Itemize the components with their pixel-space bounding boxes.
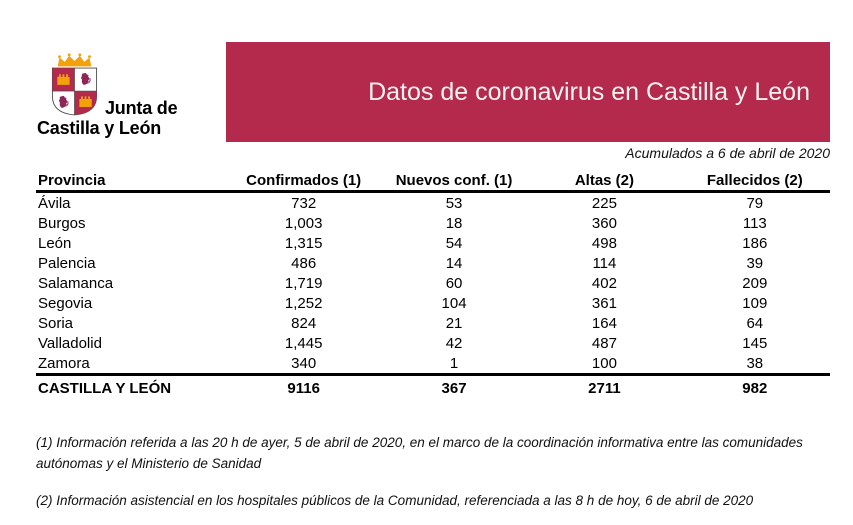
total-row: CASTILLA Y LEÓN 9116 367 2711 982 bbox=[36, 373, 830, 400]
cell-nuevos: 54 bbox=[445, 234, 463, 252]
cell-fallecidos: 209 bbox=[742, 274, 768, 292]
cell-fallecidos: 186 bbox=[742, 234, 768, 252]
cell-provincia: Segovia bbox=[38, 294, 93, 312]
col-header-confirmados: Confirmados (1) bbox=[228, 170, 379, 193]
cell-altas: 100 bbox=[591, 354, 617, 372]
province-data-table: Provincia Confirmados (1) Nuevos conf. (… bbox=[36, 170, 830, 400]
footnote-2: (2) Información asistencial en los hospi… bbox=[36, 493, 754, 508]
crown-shape bbox=[57, 55, 92, 67]
cell-nuevos: 42 bbox=[445, 334, 463, 352]
cell-total-altas: 2711 bbox=[529, 373, 680, 400]
logo-text-line2: Castilla y León bbox=[37, 118, 162, 138]
cell-provincia: Zamora bbox=[38, 354, 90, 372]
cell-confirmados: 732 bbox=[291, 194, 317, 212]
cell-nuevos: 18 bbox=[445, 214, 463, 232]
cell-total-confirmados: 9116 bbox=[228, 373, 379, 400]
cell-fallecidos: 79 bbox=[746, 194, 764, 212]
table-row: Ávila 732 53 225 79 bbox=[36, 192, 830, 214]
table-body: Ávila 732 53 225 79 Burgos 1,003 18 360 … bbox=[36, 192, 830, 375]
table-header-row: Provincia Confirmados (1) Nuevos conf. (… bbox=[36, 170, 830, 193]
table-row: Segovia 1,252 104 361 109 bbox=[36, 293, 830, 313]
cell-nuevos: 1 bbox=[449, 354, 459, 372]
table-row: León 1,315 54 498 186 bbox=[36, 233, 830, 253]
cell-confirmados: 1,445 bbox=[284, 334, 323, 352]
junta-logo: Junta de Castilla y León bbox=[36, 50, 216, 140]
cell-altas: 487 bbox=[591, 334, 617, 352]
table-row: Zamora 340 1 100 38 bbox=[36, 353, 830, 375]
table-row: Burgos 1,003 18 360 113 bbox=[36, 213, 830, 233]
table-row: Soria 824 21 164 64 bbox=[36, 313, 830, 333]
table-row: Palencia 486 14 114 39 bbox=[36, 253, 830, 273]
cell-provincia: Burgos bbox=[38, 214, 86, 232]
cell-nuevos: 104 bbox=[441, 294, 467, 312]
cell-total-provincia: CASTILLA Y LEÓN bbox=[36, 373, 229, 400]
cell-nuevos: 14 bbox=[445, 254, 463, 272]
cell-fallecidos: 39 bbox=[746, 254, 764, 272]
col-header-provincia: Provincia bbox=[36, 170, 229, 193]
cell-confirmados: 1,003 bbox=[284, 214, 323, 232]
cell-provincia: Salamanca bbox=[38, 274, 114, 292]
footnote-1: (1) Información referida a las 20 h de a… bbox=[36, 435, 803, 471]
cell-fallecidos: 38 bbox=[746, 354, 764, 372]
cell-confirmados: 1,252 bbox=[284, 294, 323, 312]
castilla-leon-crest-icon bbox=[51, 53, 98, 116]
col-header-altas: Altas (2) bbox=[529, 170, 680, 193]
cell-altas: 225 bbox=[591, 194, 617, 212]
cell-total-fallecidos: 982 bbox=[679, 373, 830, 400]
cell-altas: 360 bbox=[591, 214, 617, 232]
cell-confirmados: 340 bbox=[291, 354, 317, 372]
cell-total-nuevos: 367 bbox=[378, 373, 530, 400]
cell-provincia: Soria bbox=[38, 314, 74, 332]
cell-provincia: Valladolid bbox=[38, 334, 102, 352]
cell-nuevos: 60 bbox=[445, 274, 463, 292]
cell-provincia: León bbox=[38, 234, 72, 252]
accumulated-date-label: Acumulados a 6 de abril de 2020 bbox=[625, 145, 830, 161]
cell-confirmados: 824 bbox=[291, 314, 317, 332]
cell-altas: 114 bbox=[592, 254, 617, 272]
col-header-nuevos: Nuevos conf. (1) bbox=[378, 170, 530, 193]
cell-nuevos: 53 bbox=[445, 194, 463, 212]
title-banner: Datos de coronavirus en Castilla y León bbox=[226, 42, 830, 142]
col-header-fallecidos: Fallecidos (2) bbox=[679, 170, 830, 193]
cell-altas: 402 bbox=[591, 274, 617, 292]
cell-fallecidos: 109 bbox=[742, 294, 768, 312]
cell-altas: 164 bbox=[591, 314, 617, 332]
cell-confirmados: 1,315 bbox=[284, 234, 323, 252]
table-row: Salamanca 1,719 60 402 209 bbox=[36, 273, 830, 293]
cell-altas: 361 bbox=[591, 294, 617, 312]
cell-fallecidos: 145 bbox=[742, 334, 768, 352]
cell-provincia: Ávila bbox=[38, 194, 71, 212]
cell-fallecidos: 113 bbox=[742, 214, 767, 232]
cell-confirmados: 486 bbox=[291, 254, 317, 272]
table-row: Valladolid 1,445 42 487 145 bbox=[36, 333, 830, 353]
logo-text-line1: Junta de bbox=[105, 98, 178, 118]
cell-provincia: Palencia bbox=[38, 254, 96, 272]
cell-fallecidos: 64 bbox=[746, 314, 764, 332]
cell-nuevos: 21 bbox=[445, 314, 463, 332]
cell-altas: 498 bbox=[591, 234, 617, 252]
cell-confirmados: 1,719 bbox=[284, 274, 323, 292]
page-title: Datos de coronavirus en Castilla y León bbox=[368, 77, 810, 106]
